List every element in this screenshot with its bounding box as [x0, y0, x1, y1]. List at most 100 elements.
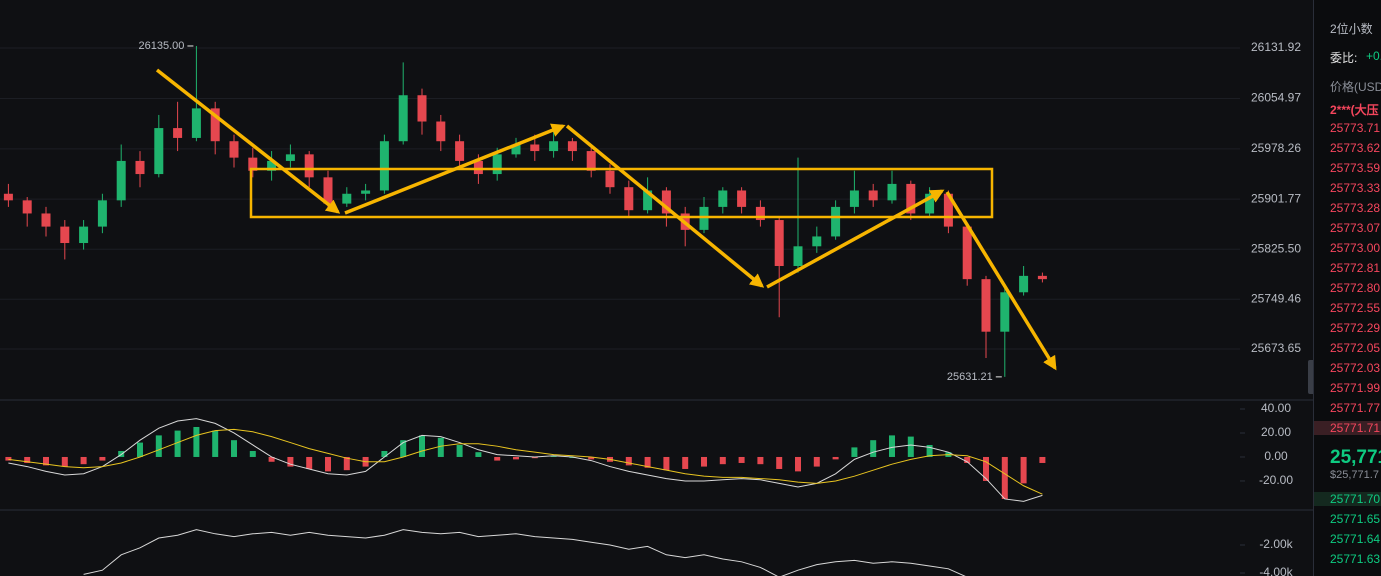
macd-bar	[306, 456, 313, 469]
order-book-text: 25773.59	[1330, 161, 1381, 175]
macd-bar	[738, 456, 745, 463]
macd-line	[8, 428, 1043, 495]
macd-bar	[287, 456, 294, 467]
candle-body	[191, 108, 201, 138]
candle-body	[511, 144, 521, 155]
candle-body	[379, 141, 389, 191]
candle-body	[586, 151, 596, 171]
y-tick-label: -20.00	[1259, 473, 1293, 487]
candle-body	[3, 193, 13, 201]
candle-body	[97, 200, 107, 227]
candle-body	[436, 121, 446, 142]
macd-bar	[889, 435, 895, 457]
indicator-line	[83, 529, 966, 576]
y-tick-label: 25978.26	[1251, 141, 1301, 155]
candle-body	[755, 206, 765, 221]
macd-bar	[381, 450, 388, 457]
macd-bar	[701, 456, 707, 467]
order-book-text: 2***(大压	[1330, 103, 1379, 117]
macd-bar	[343, 456, 350, 471]
macd-bar	[325, 456, 331, 472]
macd-bar	[475, 452, 482, 457]
candle-body	[643, 190, 653, 211]
candle-body	[248, 157, 258, 171]
macd-bar	[550, 455, 557, 457]
candle-body	[22, 200, 32, 214]
order-book-text: 价格(USD	[1330, 80, 1381, 94]
macd-bar	[155, 435, 162, 457]
order-book-text: 25773.07	[1330, 221, 1381, 235]
y-tick-label: 25901.77	[1251, 191, 1301, 205]
macd-bar	[80, 456, 87, 465]
order-book-text: 2位小数	[1330, 22, 1373, 36]
macd-bar	[99, 456, 106, 461]
order-book-text: 25,771	[1330, 447, 1381, 468]
candle-body	[887, 183, 897, 201]
macd-bar	[644, 456, 651, 468]
y-tick-label: 25749.46	[1251, 291, 1301, 305]
trend-arrow	[945, 191, 1057, 371]
y-tick-label: 26054.97	[1251, 91, 1301, 105]
candle-body	[737, 190, 747, 207]
order-book-text: 25771.70	[1314, 492, 1381, 506]
candle-body	[79, 226, 89, 244]
candle-body	[718, 190, 728, 207]
order-book-text: 25773.62	[1330, 141, 1381, 155]
macd-bar	[757, 456, 764, 465]
macd-bar	[531, 456, 538, 459]
y-tick-label: -4.00k	[1259, 565, 1293, 576]
candle-body	[1037, 275, 1047, 280]
candle-body	[473, 160, 483, 175]
candle-body	[1000, 292, 1010, 332]
macd-bar	[456, 444, 463, 457]
macd-bar	[851, 447, 858, 457]
order-book-text: $25,771.7	[1330, 469, 1379, 481]
macd-bar	[926, 444, 933, 457]
macd-bar	[1020, 456, 1027, 484]
y-tick-label: 0.00	[1264, 449, 1288, 463]
candle-body	[135, 160, 145, 175]
candle-body	[361, 190, 371, 194]
candle-body	[831, 206, 841, 237]
macd-bar	[983, 456, 989, 481]
macd-bar	[61, 456, 68, 467]
order-book-text: 25773.00	[1330, 241, 1381, 255]
candle-body	[116, 160, 126, 201]
candle-body	[661, 190, 671, 214]
macd-bar	[137, 442, 143, 457]
candle-body	[906, 183, 916, 214]
macd-bar	[174, 430, 181, 457]
y-tick-label: 25673.65	[1251, 341, 1301, 355]
candle-body	[398, 95, 408, 142]
order-book-text: 25773.33	[1330, 181, 1381, 195]
macd-bar	[719, 456, 726, 465]
macd-bar	[832, 456, 839, 460]
candle-body	[304, 154, 314, 178]
candle-body	[868, 190, 878, 201]
candle-body	[173, 128, 183, 138]
extreme-label: 25631.21	[947, 371, 993, 383]
macd-bar	[907, 436, 914, 457]
macd-bar	[1001, 456, 1008, 499]
plot-area: 26131.92 26054.97 25978.26 25901.77 25825.50…	[0, 40, 1301, 576]
macd-bar	[663, 456, 670, 471]
candle-body	[624, 187, 634, 211]
trend-arrow	[766, 189, 945, 289]
order-book-text: 25773.71	[1330, 121, 1381, 135]
candle-body	[530, 144, 540, 152]
candle-body	[962, 226, 972, 280]
drawing-overlay	[155, 68, 1057, 371]
candle-body	[605, 170, 615, 188]
candle-body	[60, 226, 70, 244]
trend-arrow	[155, 68, 341, 214]
candle-body	[1019, 275, 1029, 293]
macd-bar	[5, 456, 12, 461]
panel-handle[interactable]	[1308, 360, 1313, 394]
order-book-text: 25771.99	[1330, 381, 1381, 395]
macd-bar	[231, 440, 237, 457]
candle-body	[323, 177, 333, 204]
candle-body	[981, 279, 991, 332]
candle-body	[849, 190, 859, 207]
